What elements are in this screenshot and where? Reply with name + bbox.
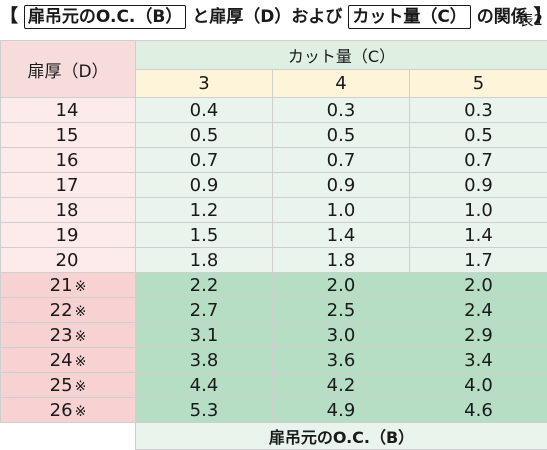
value-cell: 1.5	[136, 223, 273, 248]
value-cell: 1.8	[136, 248, 273, 273]
value-cell: 1.0	[410, 198, 547, 223]
value-cell: 5.3	[136, 398, 273, 423]
note-mark: ※	[75, 279, 87, 295]
value-cell: 4.0	[410, 373, 547, 398]
thickness-cell: 17	[1, 173, 136, 198]
value-cell: 0.5	[410, 123, 547, 148]
table-number: 表2	[518, 9, 543, 30]
value-cell: 2.5	[273, 298, 410, 323]
value-cell: 0.7	[273, 148, 410, 173]
thickness-value: 19	[56, 225, 79, 246]
thickness-cell: 16	[1, 148, 136, 173]
title-connector: と扉厚（D）および	[192, 2, 342, 32]
value-cell: 4.2	[273, 373, 410, 398]
thickness-value: 22	[50, 300, 73, 321]
thickness-value: 23	[50, 325, 73, 346]
value-cell: 0.9	[136, 173, 273, 198]
thickness-value: 21	[50, 275, 73, 296]
value-cell: 2.7	[136, 298, 273, 323]
value-cell: 4.6	[410, 398, 547, 423]
column-header: 4	[273, 69, 410, 98]
group-header-cut: カット量（C）	[136, 41, 547, 70]
note-mark: ※	[75, 354, 87, 370]
value-cell: 4.9	[273, 398, 410, 423]
value-cell: 1.0	[273, 198, 410, 223]
value-cell: 0.3	[410, 98, 547, 123]
note-mark: ※	[75, 329, 87, 345]
thickness-cell: 24※	[1, 348, 136, 373]
value-cell: 3.6	[273, 348, 410, 373]
value-cell: 4.4	[136, 373, 273, 398]
value-cell: 1.8	[273, 248, 410, 273]
thickness-cell: 19	[1, 223, 136, 248]
value-cell: 0.3	[273, 98, 410, 123]
value-cell: 3.8	[136, 348, 273, 373]
thickness-value: 17	[56, 175, 79, 196]
value-cell: 3.4	[410, 348, 547, 373]
thickness-cell: 22※	[1, 298, 136, 323]
footer-spacer	[1, 423, 136, 450]
thickness-value: 15	[56, 125, 79, 146]
value-cell: 0.4	[136, 98, 273, 123]
value-cell: 1.4	[410, 223, 547, 248]
thickness-value: 25	[50, 375, 73, 396]
thickness-value: 24	[50, 350, 73, 371]
thickness-value: 26	[50, 400, 73, 421]
value-cell: 3.1	[136, 323, 273, 348]
thickness-value: 16	[56, 150, 79, 171]
column-header: 5	[410, 69, 547, 98]
value-cell: 0.5	[273, 123, 410, 148]
note-mark: ※	[75, 304, 87, 320]
value-cell: 1.4	[273, 223, 410, 248]
note-mark: ※	[75, 379, 87, 395]
thickness-value: 20	[56, 250, 79, 271]
value-cell: 3.0	[273, 323, 410, 348]
thickness-cell: 25※	[1, 373, 136, 398]
thickness-cell: 23※	[1, 323, 136, 348]
value-cell: 0.7	[410, 148, 547, 173]
footer-label: 扉吊元のO.C.（B）	[136, 423, 547, 450]
thickness-cell: 15	[1, 123, 136, 148]
title-term-b: 扉吊元のO.C.（B）	[24, 5, 186, 29]
value-cell: 1.7	[410, 248, 547, 273]
value-cell: 2.0	[410, 273, 547, 298]
thickness-cell: 20	[1, 248, 136, 273]
value-cell: 1.2	[136, 198, 273, 223]
row-header-thickness: 扉厚（D）	[1, 41, 136, 98]
thickness-cell: 18	[1, 198, 136, 223]
thickness-cell: 26※	[1, 398, 136, 423]
value-cell: 0.5	[136, 123, 273, 148]
column-header: 3	[136, 69, 273, 98]
thickness-value: 14	[56, 100, 79, 121]
value-cell: 0.7	[136, 148, 273, 173]
value-cell: 2.0	[273, 273, 410, 298]
value-cell: 2.4	[410, 298, 547, 323]
value-cell: 2.2	[136, 273, 273, 298]
value-cell: 2.9	[410, 323, 547, 348]
thickness-cell: 14	[1, 98, 136, 123]
value-cell: 0.9	[273, 173, 410, 198]
table-title: 【 扉吊元のO.C.（B） と扉厚（D）および カット量（C） の関係 】	[0, 2, 547, 36]
thickness-value: 18	[56, 200, 79, 221]
title-term-c: カット量（C）	[348, 5, 470, 29]
title-open-bracket: 【	[0, 2, 18, 32]
thickness-cell: 21※	[1, 273, 136, 298]
note-mark: ※	[75, 404, 87, 420]
value-cell: 0.9	[410, 173, 547, 198]
